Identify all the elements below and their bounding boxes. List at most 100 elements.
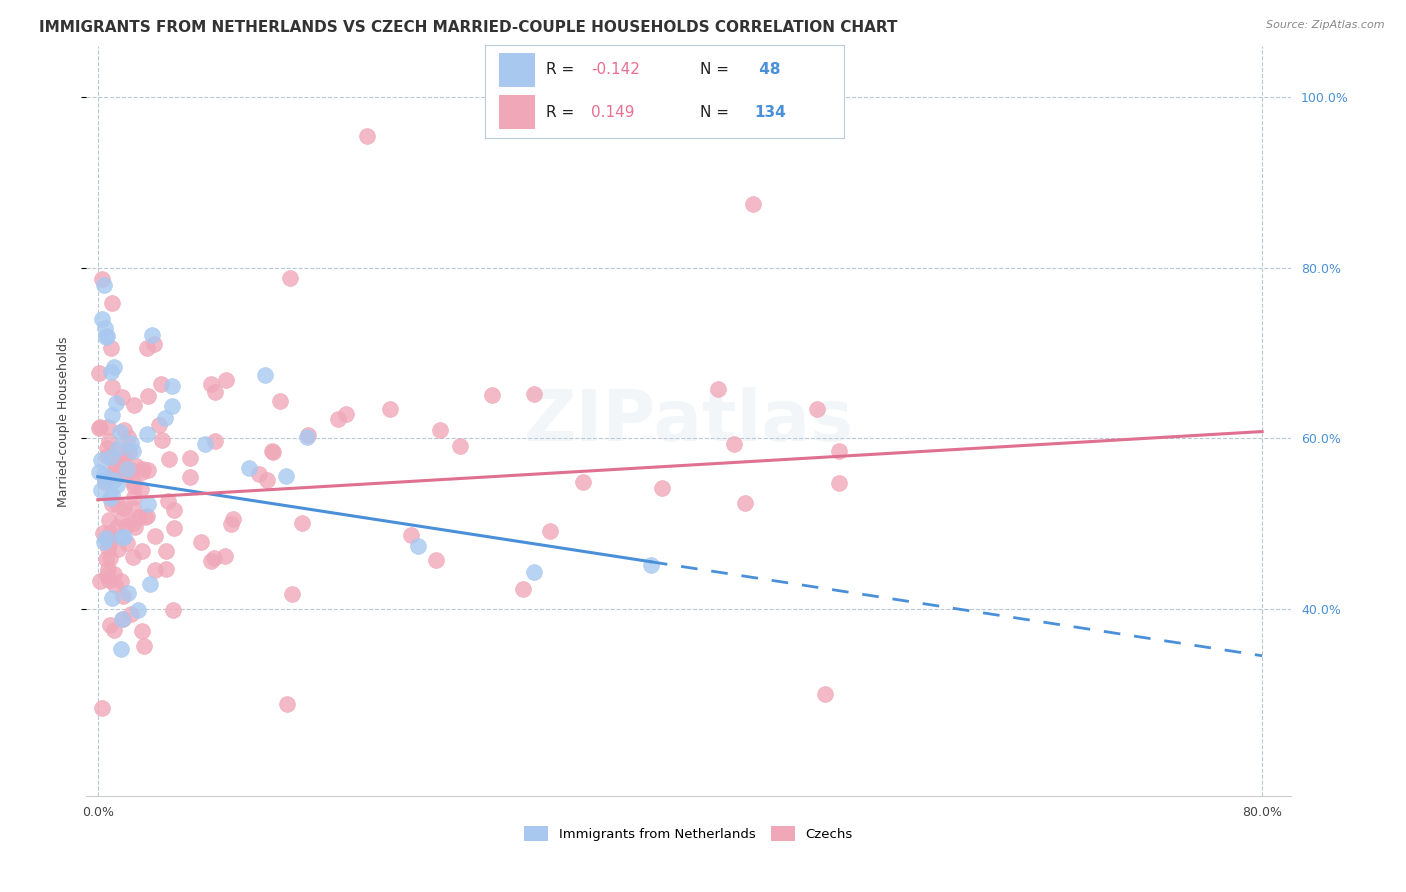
Point: [153, 411, 176, 425]
Point: [179, 451, 201, 466]
Point: [141, 327, 163, 342]
Point: [94, 320, 117, 334]
Point: [214, 549, 236, 563]
Point: [155, 562, 177, 576]
Point: [101, 488, 124, 502]
Text: R =: R =: [546, 62, 579, 78]
Point: [112, 589, 135, 603]
Point: [120, 463, 142, 477]
Point: [269, 394, 291, 409]
Text: N =: N =: [700, 62, 734, 78]
Point: [160, 399, 183, 413]
Point: [131, 544, 153, 558]
Point: [281, 587, 304, 601]
Text: R =: R =: [546, 104, 583, 120]
Point: [96, 330, 118, 344]
Point: [103, 462, 125, 476]
Point: [110, 425, 132, 440]
Point: [326, 412, 349, 426]
Point: [401, 527, 423, 541]
Point: [110, 452, 132, 467]
Point: [122, 398, 145, 412]
Point: [163, 521, 186, 535]
Point: [89, 574, 111, 588]
Point: [127, 602, 149, 616]
Point: [112, 423, 135, 437]
Point: [91, 526, 114, 541]
Point: [707, 382, 730, 396]
Point: [256, 473, 278, 487]
Point: [481, 388, 503, 402]
Legend: Immigrants from Netherlands, Czechs: Immigrants from Netherlands, Czechs: [519, 821, 858, 847]
Point: [122, 475, 145, 490]
Point: [221, 512, 243, 526]
Point: [291, 516, 314, 531]
Point: [121, 516, 143, 531]
Point: [143, 563, 166, 577]
Point: [202, 551, 225, 566]
Point: [100, 341, 122, 355]
Point: [356, 128, 378, 143]
Text: IMMIGRANTS FROM NETHERLANDS VS CZECH MARRIED-COUPLE HOUSEHOLDS CORRELATION CHART: IMMIGRANTS FROM NETHERLANDS VS CZECH MAR…: [39, 20, 898, 35]
Point: [112, 530, 135, 544]
Point: [131, 465, 153, 479]
Point: [93, 277, 115, 292]
Point: [101, 380, 124, 394]
Point: [115, 466, 138, 480]
Point: [260, 444, 283, 458]
Point: [98, 530, 121, 544]
Point: [132, 639, 155, 653]
Point: [136, 389, 159, 403]
Point: [295, 430, 318, 444]
Text: N =: N =: [700, 104, 734, 120]
Point: [98, 618, 121, 632]
Point: [97, 541, 120, 556]
Point: [93, 468, 115, 483]
Point: [105, 396, 128, 410]
Point: [640, 558, 662, 573]
Point: [98, 573, 121, 587]
Point: [89, 465, 111, 479]
Point: [806, 401, 828, 416]
Point: [124, 519, 146, 533]
Point: [122, 550, 145, 565]
Point: [741, 197, 763, 211]
Point: [118, 445, 141, 459]
Text: Source: ZipAtlas.com: Source: ZipAtlas.com: [1267, 20, 1385, 29]
Point: [523, 387, 546, 401]
Point: [97, 561, 120, 575]
Point: [194, 437, 217, 451]
Text: 48: 48: [754, 62, 780, 78]
Point: [103, 359, 125, 374]
Point: [101, 408, 124, 422]
Point: [120, 607, 142, 621]
Point: [512, 582, 534, 597]
Point: [103, 473, 125, 487]
Point: [572, 475, 595, 489]
Point: [91, 312, 114, 326]
Point: [157, 451, 180, 466]
Point: [143, 529, 166, 543]
Point: [110, 574, 132, 588]
Point: [96, 551, 118, 566]
Point: [406, 539, 429, 553]
Point: [200, 377, 222, 392]
Point: [238, 461, 260, 475]
Point: [150, 433, 173, 447]
Point: [139, 577, 162, 591]
Point: [204, 434, 226, 448]
Point: [297, 428, 319, 442]
Point: [117, 536, 139, 550]
Point: [122, 444, 145, 458]
Point: [253, 368, 276, 382]
Point: [98, 513, 121, 527]
Point: [122, 479, 145, 493]
Point: [107, 443, 129, 458]
Point: [100, 365, 122, 379]
Point: [136, 463, 159, 477]
Point: [104, 577, 127, 591]
Point: [96, 567, 118, 582]
Point: [179, 470, 201, 484]
Point: [828, 444, 851, 458]
Point: [651, 481, 673, 495]
